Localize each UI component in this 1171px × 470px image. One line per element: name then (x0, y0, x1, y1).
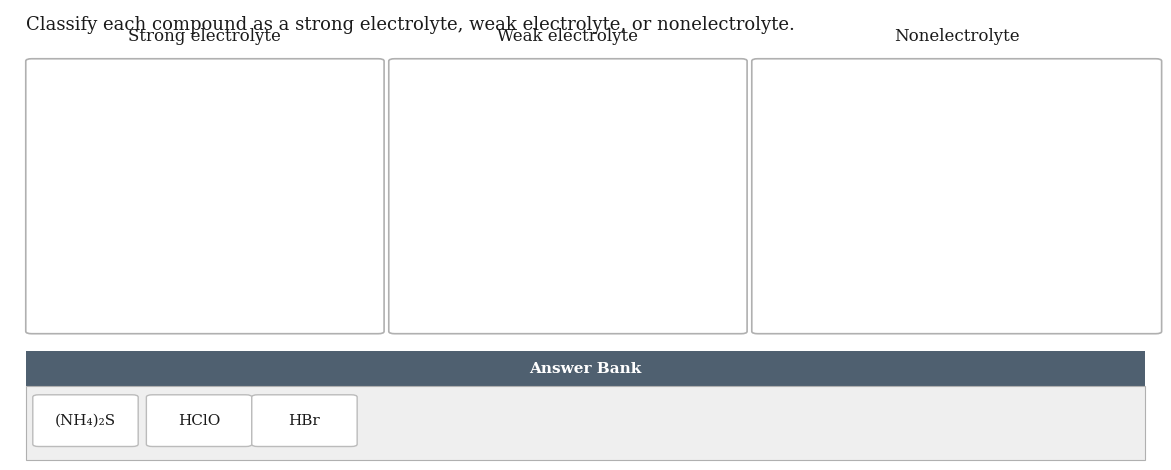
Text: (NH₄)₂S: (NH₄)₂S (55, 414, 116, 428)
FancyBboxPatch shape (33, 395, 138, 446)
FancyBboxPatch shape (252, 395, 357, 446)
Bar (26, 351, 1145, 386)
Text: HClO: HClO (178, 414, 220, 428)
FancyBboxPatch shape (146, 395, 252, 446)
Text: Classify each compound as a strong electrolyte, weak electrolyte, or nonelectrol: Classify each compound as a strong elect… (26, 16, 795, 34)
Text: Weak electrolyte: Weak electrolyte (498, 28, 638, 45)
Text: Nonelectrolyte: Nonelectrolyte (893, 28, 1020, 45)
FancyBboxPatch shape (26, 59, 384, 334)
Text: HBr: HBr (288, 414, 321, 428)
Bar (26, 386, 1145, 460)
FancyBboxPatch shape (389, 59, 747, 334)
FancyBboxPatch shape (752, 59, 1162, 334)
Text: Answer Bank: Answer Bank (529, 362, 642, 376)
Text: Strong electrolyte: Strong electrolyte (129, 28, 281, 45)
